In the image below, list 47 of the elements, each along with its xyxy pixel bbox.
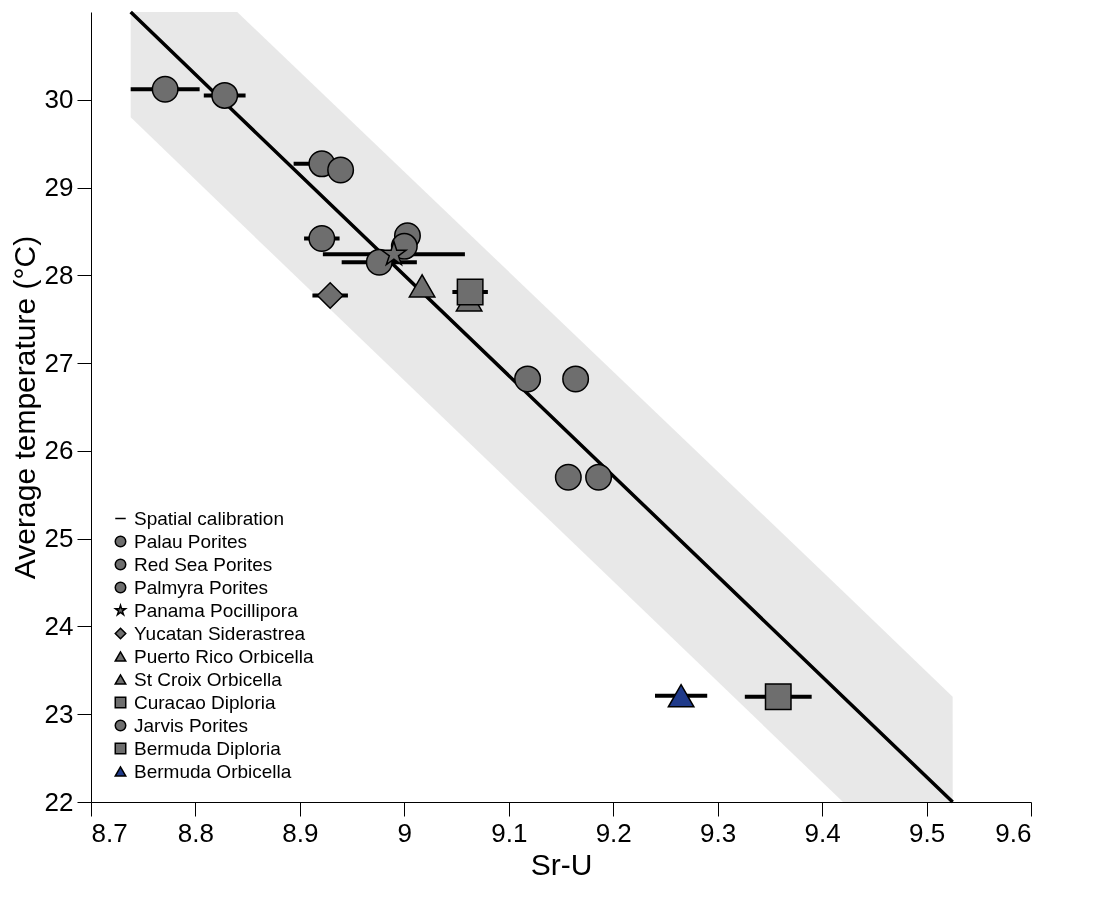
x-tick-label: 9.1 <box>491 817 528 848</box>
x-tick-label: 9 <box>397 817 413 848</box>
legend-label: Yucatan Siderastrea <box>134 622 306 644</box>
point <box>381 240 407 266</box>
x-tick-label: 8.8 <box>177 817 215 848</box>
legend-label: St Croix Orbicella <box>134 668 283 690</box>
point <box>764 683 792 711</box>
y-tick-label: 27 <box>44 347 74 378</box>
x-axis-title: Sr-U <box>530 847 593 881</box>
point <box>211 81 239 109</box>
legend-label: Red Sea Porites <box>134 553 273 575</box>
y-tick-label: 26 <box>44 435 74 466</box>
point <box>151 75 179 103</box>
legend-label: Curacao Diploria <box>134 691 276 713</box>
point <box>408 274 436 298</box>
point <box>554 463 582 491</box>
y-tick-label: 28 <box>44 259 74 290</box>
point <box>514 365 542 393</box>
point <box>308 224 336 252</box>
point <box>667 684 695 708</box>
legend-label: Jarvis Porites <box>134 714 249 736</box>
legend-label: Bermuda Diploria <box>134 737 282 759</box>
x-tick-label: 9.3 <box>700 817 737 848</box>
x-tick-label: 8.7 <box>91 817 128 848</box>
legend-label: Bermuda Orbicella <box>134 760 292 782</box>
legend-label: Palau Porites <box>134 530 248 552</box>
y-tick-label: 24 <box>44 610 74 641</box>
point <box>562 365 590 393</box>
point <box>327 156 355 184</box>
x-tick-label: 9.4 <box>804 817 841 848</box>
point <box>585 463 613 491</box>
y-tick-label: 22 <box>44 786 74 817</box>
point <box>316 282 344 310</box>
y-tick-label: 30 <box>44 84 74 115</box>
y-axis-title: Average temperature (°C) <box>7 235 41 580</box>
legend-label: Panama Pocillipora <box>134 599 299 621</box>
y-tick-label: 25 <box>44 523 74 554</box>
legend-label: Spatial calibration <box>134 507 284 529</box>
y-tick-label: 23 <box>44 698 74 729</box>
legend-label: Palmyra Porites <box>134 576 269 598</box>
legend-label: Puerto Rico Orbicella <box>134 645 314 667</box>
point <box>456 278 484 306</box>
y-tick-label: 29 <box>44 172 74 203</box>
x-tick-label: 9.6 <box>995 817 1032 848</box>
x-tick-label: 8.9 <box>282 817 319 848</box>
x-tick-label: 9.2 <box>595 817 632 848</box>
x-tick-label: 9.5 <box>908 817 946 848</box>
